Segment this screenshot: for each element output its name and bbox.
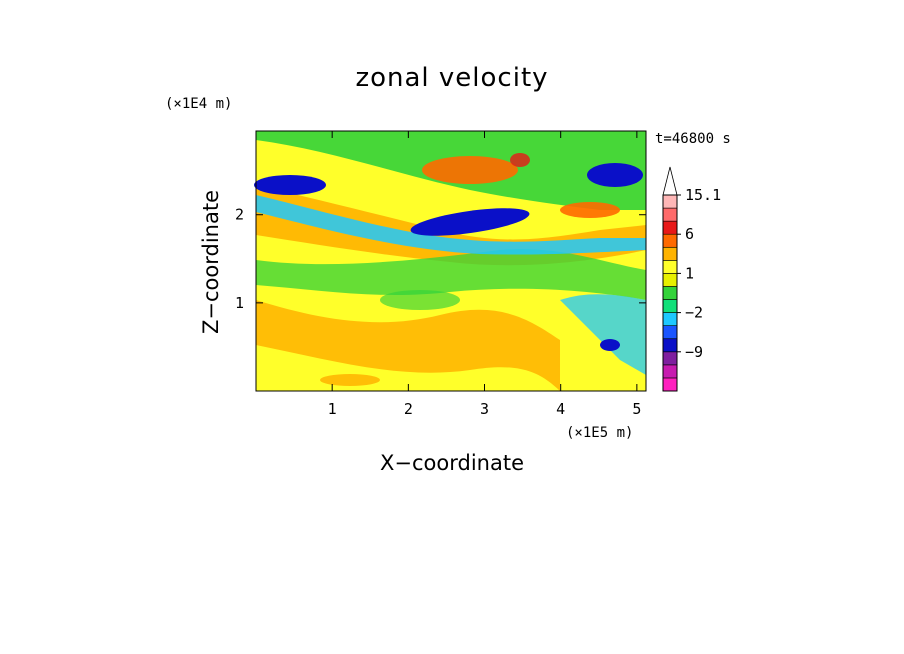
colorbar-label: 6	[685, 225, 694, 243]
colorbar-segment	[662, 260, 678, 274]
field-blue-patch-lower-right	[600, 339, 620, 351]
colorbar-segment	[662, 273, 678, 287]
time-label: t=46800 s	[655, 131, 731, 147]
field-blue-core-center	[410, 208, 530, 236]
colorbar-label: −2	[685, 304, 703, 322]
field-mid-green-band	[256, 249, 646, 300]
colorbar-segment	[662, 233, 678, 248]
colorbar-segment	[662, 286, 678, 300]
colorbar-label: −9	[685, 343, 703, 361]
x-axis-label: X−coordinate	[380, 451, 524, 475]
field-blue-core-left	[254, 175, 326, 195]
colorbar-segment	[662, 299, 678, 313]
x-tick-label: 3	[480, 400, 489, 418]
y-tick-label: 1	[235, 294, 244, 312]
x-tick-label: 2	[404, 400, 413, 418]
field-orange-patch-lower	[320, 374, 380, 386]
colorbar-label: 15.1	[685, 186, 721, 204]
colorbar-segment	[662, 351, 678, 366]
y-unit-label: (×1E4 m)	[165, 96, 232, 112]
chart-title: zonal velocity	[355, 63, 548, 93]
colorbar-segment	[662, 325, 678, 340]
field-green-patch-center	[380, 290, 460, 310]
colorbar-border	[662, 194, 678, 392]
x-tick-label: 5	[632, 400, 641, 418]
x-tick-label: 1	[328, 400, 337, 418]
colorbar-segment	[662, 364, 678, 379]
field-red-core	[510, 153, 530, 167]
colorbar-segment	[662, 312, 678, 326]
field-blue-core-right	[587, 163, 643, 187]
colorbar-segment	[662, 194, 678, 209]
colorbar-segment	[662, 207, 678, 222]
colorbar-label: 1	[685, 264, 694, 282]
colorbar: 15.1 6 1 −2 −9	[662, 166, 721, 392]
x-tick-label: 4	[556, 400, 565, 418]
x-unit-label: (×1E5 m)	[566, 425, 633, 441]
colorbar-segment	[662, 377, 678, 392]
field-orange-core-right	[560, 202, 620, 218]
y-axis-ticks: 12	[235, 206, 646, 312]
field-turbulent-right	[560, 294, 646, 375]
field-cyan-band	[256, 195, 646, 255]
y-tick-label: 2	[235, 206, 244, 224]
colorbar-segment	[662, 246, 678, 261]
field-orange-core	[422, 156, 518, 184]
colorbar-segment	[662, 220, 678, 235]
colorbar-segment	[662, 338, 678, 353]
y-axis-label: Z−coordinate	[199, 190, 223, 334]
x-axis-ticks: 1 2 3 4 5	[328, 131, 641, 418]
colorbar-extend-arrow	[662, 166, 678, 196]
plot-border	[255, 130, 647, 392]
field-background	[254, 131, 646, 391]
